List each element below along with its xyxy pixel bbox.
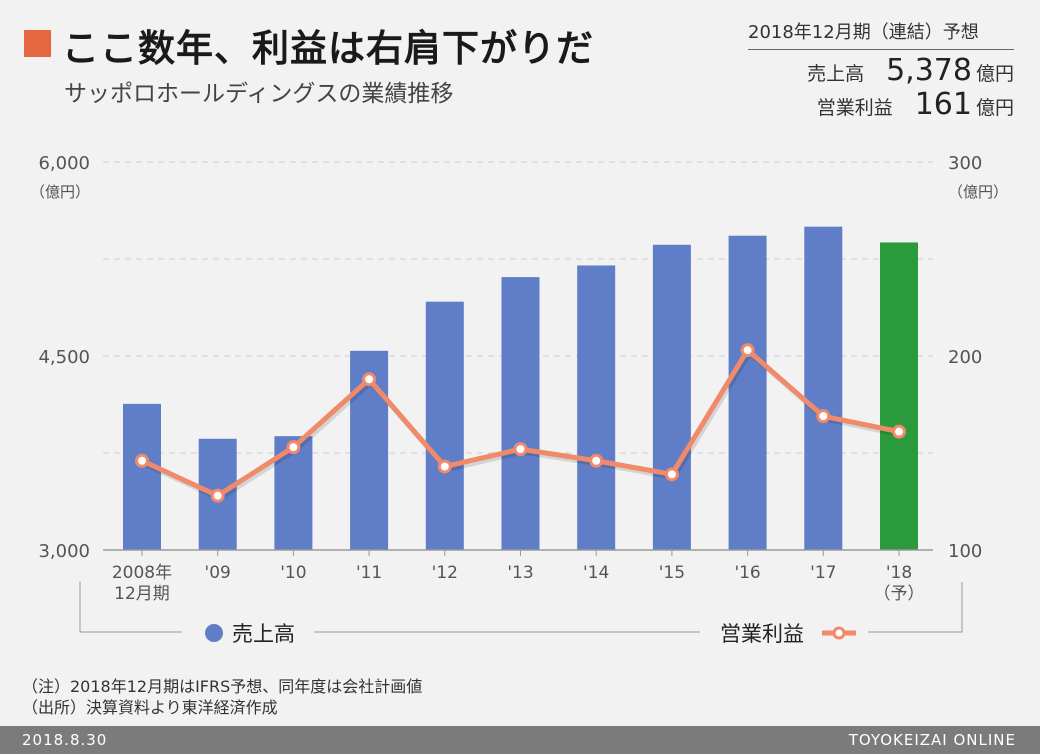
forecast-profit-unit: 億円 [975, 97, 1014, 119]
x-tick-label: '13 [507, 563, 533, 583]
legend-frame-left [79, 582, 182, 633]
note-ifrs: （注）2018年12月期はIFRS予想、同年度は会社計画値 [22, 677, 423, 696]
bar-sales [804, 226, 843, 550]
profit-point [437, 459, 452, 474]
y-right-unit: （億円） [948, 183, 1008, 201]
forecast-profit-row: 営業利益 161 億円 [817, 87, 1014, 122]
forecast-profit-value: 161 [914, 87, 972, 122]
forecast-sales-row: 売上高 5,378 億円 [807, 53, 1014, 88]
legend-sales-label: 売上高 [232, 622, 295, 646]
profit-point [740, 343, 755, 358]
bar-sales [880, 242, 918, 551]
profit-point [210, 488, 225, 503]
x-tick-label: '11 [356, 563, 382, 583]
x-tick-label: '15 [659, 563, 685, 583]
title-marker [24, 30, 51, 57]
profit-point [664, 467, 679, 482]
forecast-sales-unit: 億円 [975, 63, 1014, 85]
x-tick-label: '12 [432, 563, 458, 583]
profit-point [892, 424, 906, 439]
y-right-tick-label: 100 [948, 541, 982, 562]
legend-profit-label: 営業利益 [720, 622, 804, 646]
y-left-tick-label: 6,000 [38, 153, 90, 174]
x-tick-label: '18 （予） [874, 563, 925, 604]
legend-sales-marker [205, 624, 223, 642]
profit-point [589, 453, 604, 468]
page-title: ここ数年、利益は右肩下がりだ [62, 27, 594, 70]
x-tick-label: '10 [280, 563, 306, 583]
bar-sales [501, 277, 540, 550]
legend-profit-marker [832, 626, 846, 640]
footer-date: 2018.8.30 [22, 731, 108, 749]
y-left-tick-label: 4,500 [38, 347, 90, 368]
bar-sales [123, 403, 161, 550]
profit-point [513, 442, 528, 457]
page-subtitle: サッポロホールディングスの業績推移 [64, 81, 454, 107]
profit-point [362, 372, 377, 387]
y-left-tick-label: 3,000 [38, 541, 90, 562]
x-tick-label: 2008年 12月期 [112, 563, 172, 604]
bar-sales [577, 265, 616, 550]
forecast-heading: 2018年12月期（連結）予想 [748, 18, 1014, 50]
note-source: （出所）決算資料より東洋経済作成 [22, 698, 278, 717]
profit-point [816, 409, 831, 424]
forecast-profit-label: 営業利益 [816, 97, 893, 119]
x-tick-label: '16 [734, 563, 760, 583]
y-left-unit: （億円） [30, 183, 90, 201]
profit-point [135, 453, 149, 468]
y-right-tick-label: 200 [948, 347, 982, 368]
footer-bar: 2018.8.30 TOYOKEIZAI ONLINE [0, 726, 1040, 754]
legend-frame-right [868, 582, 963, 633]
x-tick-label: '09 [205, 563, 231, 583]
forecast-sales-value: 5,378 [886, 53, 972, 88]
bar-sales [652, 244, 691, 551]
x-tick-label: '14 [583, 563, 609, 583]
bar-sales [425, 301, 464, 550]
footer-brand: TOYOKEIZAI ONLINE [848, 731, 1016, 749]
y-right-tick-label: 300 [948, 153, 982, 174]
forecast-sales-label: 売上高 [807, 63, 865, 85]
x-tick-label: '17 [810, 563, 836, 583]
bar-sales [728, 235, 767, 550]
chart: 3,000 4,500 6,000 （億円） 100 200 300 （億円） 2008年 12月… [30, 153, 1008, 646]
profit-point [286, 440, 301, 455]
